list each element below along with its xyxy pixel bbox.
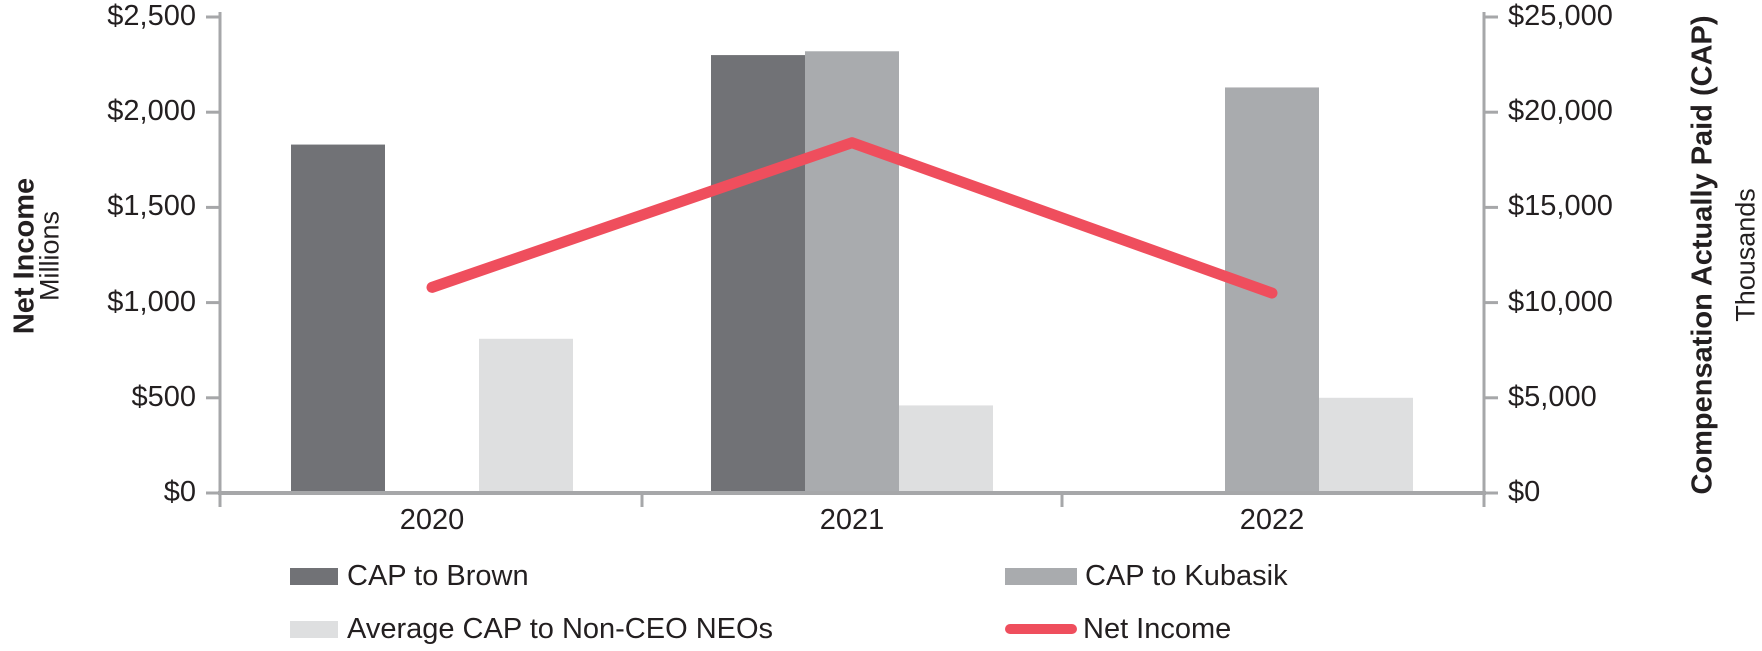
line-net-income xyxy=(426,137,1278,299)
legend-item-avg-cap-neos: Average CAP to Non-CEO NEOs xyxy=(290,612,774,645)
x-axis-label-2022: 2022 xyxy=(1239,504,1305,536)
legend-item-net-income: Net Income xyxy=(1005,612,1232,645)
left-axis-tick: $1,500 xyxy=(107,189,196,222)
bar-cap-to-brown-2021 xyxy=(711,55,805,494)
left-axis-tick: $0 xyxy=(163,475,196,508)
right-axis-tick: $15,000 xyxy=(1508,189,1613,222)
legend-label-cap-kubasik: CAP to Kubasik xyxy=(1085,559,1288,592)
left-axis-tick: $2,000 xyxy=(107,94,196,127)
bar-average-cap-to-non-ceo-neos-2021 xyxy=(899,405,993,493)
bar-cap-to-kubasik-2021 xyxy=(805,51,899,493)
right-axis-title: Compensation Actually Paid (CAP) xyxy=(1686,15,1719,495)
cap-kubasik-swatch xyxy=(1005,567,1077,585)
right-axis-tick: $10,000 xyxy=(1508,285,1613,318)
legend-item-cap-kubasik: CAP to Kubasik xyxy=(1005,559,1288,592)
right-axis-subtitle: Thousands xyxy=(1730,188,1761,322)
right-axis-tick: $25,000 xyxy=(1508,0,1613,32)
bar-cap-to-brown-2020 xyxy=(291,144,385,493)
cap-brown-swatch xyxy=(290,567,338,585)
legend-label-net-income: Net Income xyxy=(1083,612,1232,645)
right-axis-tick: $20,000 xyxy=(1508,94,1613,127)
legend-item-cap-brown: CAP to Brown xyxy=(290,559,529,592)
left-axis-tick: $500 xyxy=(131,380,196,413)
left-axis-tick: $1,000 xyxy=(107,285,196,318)
legend-label-cap-brown: CAP to Brown xyxy=(347,559,529,592)
left-axis-tick: $2,500 xyxy=(107,0,196,32)
legend-label-avg-cap-neos: Average CAP to Non-CEO NEOs xyxy=(347,612,774,645)
right-axis-tick: $5,000 xyxy=(1508,380,1597,413)
bar-average-cap-to-non-ceo-neos-2020 xyxy=(479,338,573,493)
x-axis-label-2021: 2021 xyxy=(819,504,885,536)
x-axis-label-2020: 2020 xyxy=(399,504,465,536)
right-axis-tick: $0 xyxy=(1508,475,1541,508)
net-income-line-swatch xyxy=(1005,624,1077,634)
avg-cap-neos-swatch xyxy=(290,620,338,638)
left-axis-subtitle: Millions xyxy=(34,210,65,302)
bar-average-cap-to-non-ceo-neos-2022 xyxy=(1319,397,1413,493)
